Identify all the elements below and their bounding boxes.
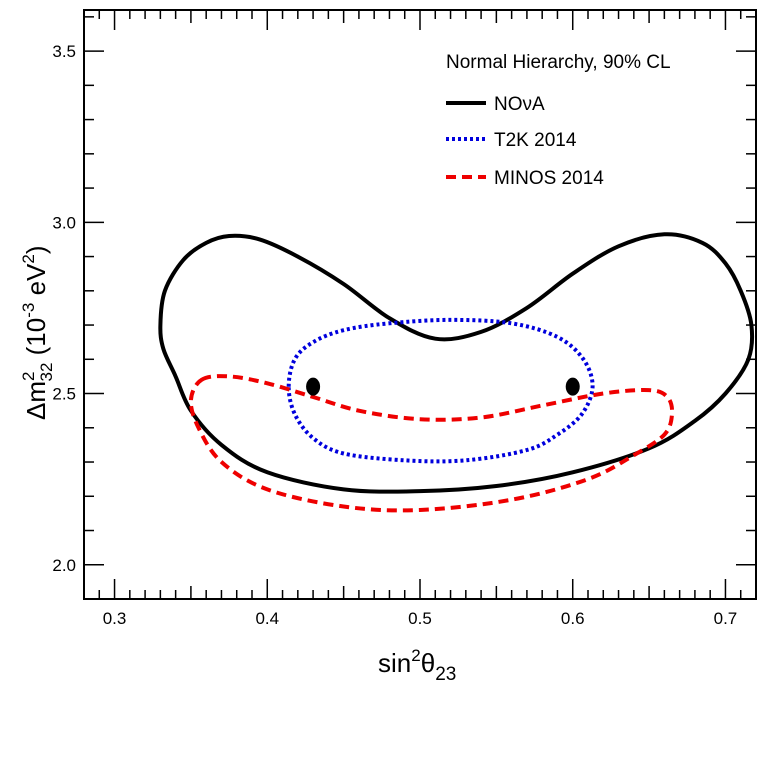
y-axis-title-unit-close: ) <box>21 245 51 254</box>
legend: Normal Hierarchy, 90% CL NOνA T2K 2014 M… <box>446 52 671 189</box>
y-axis-title-unit-exp: -3 <box>19 303 38 318</box>
legend-label-minos: MINOS 2014 <box>494 168 604 189</box>
x-tick-label: 0.5 <box>408 609 432 628</box>
x-axis-title-sup: 2 <box>411 646 420 665</box>
contour-minos <box>188 374 675 513</box>
y-tick-label: 2.0 <box>52 556 76 575</box>
y-axis-title: Δm232 (10-3 eV2) <box>19 245 56 420</box>
y-axis-title-unit-open: (10 <box>21 318 51 363</box>
best-fit-point-2 <box>565 377 580 396</box>
y-tick-label: 3.0 <box>52 213 76 232</box>
x-tick-label: 0.7 <box>714 609 738 628</box>
x-axis-title-theta: θ <box>421 648 435 678</box>
legend-label-t2k: T2K 2014 <box>494 130 577 151</box>
x-tick-label: 0.3 <box>103 609 127 628</box>
axis-tick-labels: 0.3 0.4 0.5 0.6 0.7 2.0 2.5 3.0 3.5 <box>52 42 737 628</box>
legend-label-nova: NOνA <box>494 94 545 115</box>
x-tick-label: 0.4 <box>255 609 279 628</box>
x-axis-title-sub: 23 <box>435 664 456 685</box>
y-axis-title-sup: 2 <box>19 372 38 381</box>
y-axis-title-sub: 32 <box>37 363 56 382</box>
y-tick-label: 3.5 <box>52 42 76 61</box>
x-axis-title: sin2θ23 <box>378 646 456 685</box>
best-fit-layer <box>306 377 580 396</box>
y-axis-title-prefix: Δm <box>21 381 51 420</box>
contour-t2k <box>286 317 595 464</box>
y-tick-label: 2.5 <box>52 385 76 404</box>
x-tick-label: 0.6 <box>561 609 585 628</box>
x-axis-title-base: sin <box>378 648 411 678</box>
legend-title: Normal Hierarchy, 90% CL <box>446 52 671 73</box>
contour-nova <box>158 232 755 494</box>
y-axis-title-unit-mid: eV <box>21 263 51 303</box>
contour-layer <box>158 232 755 513</box>
axis-ticks <box>83 10 757 600</box>
y-axis-title-unit-exp2: 2 <box>19 254 38 263</box>
best-fit-point-1 <box>306 377 321 396</box>
